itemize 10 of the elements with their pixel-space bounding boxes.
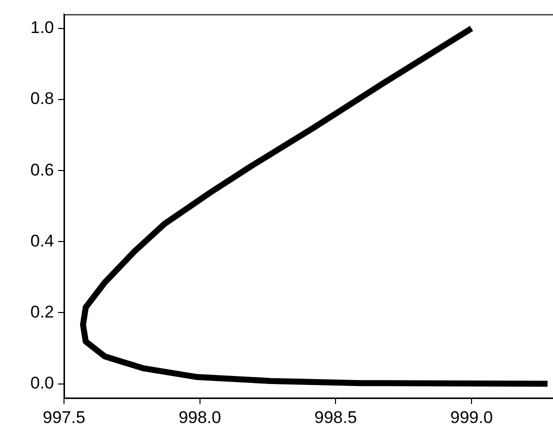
x-tick-label: 997.5 [42,408,86,427]
x-tick-label: 998.0 [178,408,222,427]
y-tick-label: 1.0 [30,18,54,38]
y-tick-label: 0.6 [30,160,54,180]
y-tick-label: 0.8 [30,89,54,108]
x-tick-label: 998.5 [314,408,357,427]
y-tick-label: 0.4 [30,231,54,250]
y-tick-label: 0.0 [30,373,54,392]
x-tick-label: 999.0 [450,408,493,427]
y-tick-label: 0.2 [30,302,54,322]
